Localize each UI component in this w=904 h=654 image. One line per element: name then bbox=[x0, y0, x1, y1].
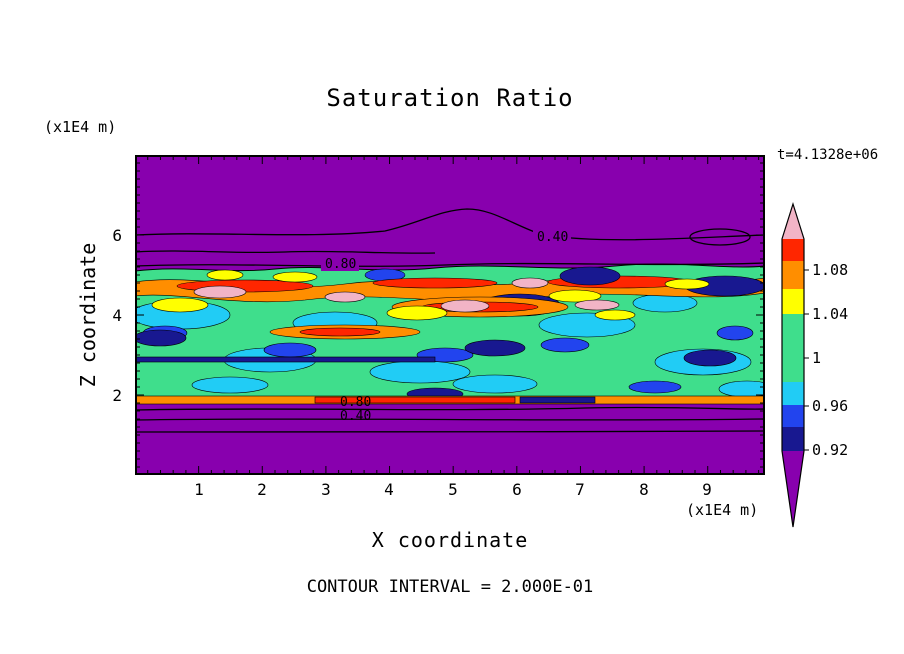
contour-label-bg bbox=[533, 230, 571, 244]
x-tick-label: 2 bbox=[257, 480, 267, 499]
x-axis-units: (x1E4 m) bbox=[686, 501, 759, 519]
contour-label-bg bbox=[321, 257, 359, 271]
x-tick-label: 5 bbox=[448, 480, 458, 499]
y-tick-label: 6 bbox=[112, 226, 122, 245]
colorbar-tick-label: 0.96 bbox=[812, 397, 849, 415]
colorbar-tick-label: 0.92 bbox=[812, 441, 849, 459]
colorbar-svg bbox=[781, 201, 809, 528]
colorbar-segment bbox=[782, 382, 804, 405]
x-tick-label: 6 bbox=[512, 480, 522, 499]
x-tick-label: 9 bbox=[702, 480, 712, 499]
x-tick-label: 7 bbox=[575, 480, 585, 499]
colorbar-segment bbox=[782, 314, 804, 382]
colorbar-outline bbox=[781, 201, 805, 528]
colorbar bbox=[780, 198, 810, 529]
contour-lines bbox=[135, 208, 765, 433]
colorbar-tick-label: 1 bbox=[812, 349, 822, 367]
time-annotation: t=4.1328e+06 bbox=[777, 147, 879, 163]
y-tick-label: 4 bbox=[112, 306, 122, 325]
colorbar-arrow-bottom bbox=[782, 451, 804, 527]
x-tick-label: 8 bbox=[639, 480, 649, 499]
colorbar-segment bbox=[782, 239, 804, 261]
colorbar-arrow-top bbox=[782, 204, 804, 239]
contour-field-svg: 0.40 0.80 0.80 0.40 bbox=[135, 155, 765, 475]
contour-line-label: 0.80 bbox=[340, 395, 371, 410]
colorbar-segment bbox=[782, 427, 804, 451]
plot-area: 0.40 0.80 0.80 0.40 bbox=[135, 155, 765, 475]
contour-labels: 0.40 0.80 0.80 0.40 bbox=[321, 230, 571, 424]
colorbar-segment bbox=[782, 405, 804, 427]
x-tick-label: 1 bbox=[194, 480, 204, 499]
saturation-band bbox=[135, 263, 765, 405]
x-tick-label: 4 bbox=[384, 480, 394, 499]
plot-border bbox=[135, 155, 765, 475]
y-axis-units: (x1E4 m) bbox=[44, 118, 117, 136]
chart-title: Saturation Ratio bbox=[326, 84, 574, 112]
contour-line-label: 0.40 bbox=[340, 409, 371, 424]
contour-line-label: 0.80 bbox=[325, 257, 356, 272]
colorbar-tick-label: 1.04 bbox=[812, 305, 849, 323]
contour-interval-note: CONTOUR INTERVAL = 2.000E-01 bbox=[306, 577, 594, 597]
colorbar-scale bbox=[781, 201, 809, 528]
x-axis-label: X coordinate bbox=[371, 528, 529, 552]
y-tick-label: 2 bbox=[112, 386, 122, 405]
colorbar-tick-label: 1.08 bbox=[812, 261, 849, 279]
x-tick-label: 3 bbox=[321, 480, 331, 499]
contour-line-label: 0.40 bbox=[537, 230, 568, 245]
colorbar-segment bbox=[782, 261, 804, 289]
colorbar-segment bbox=[782, 289, 804, 314]
